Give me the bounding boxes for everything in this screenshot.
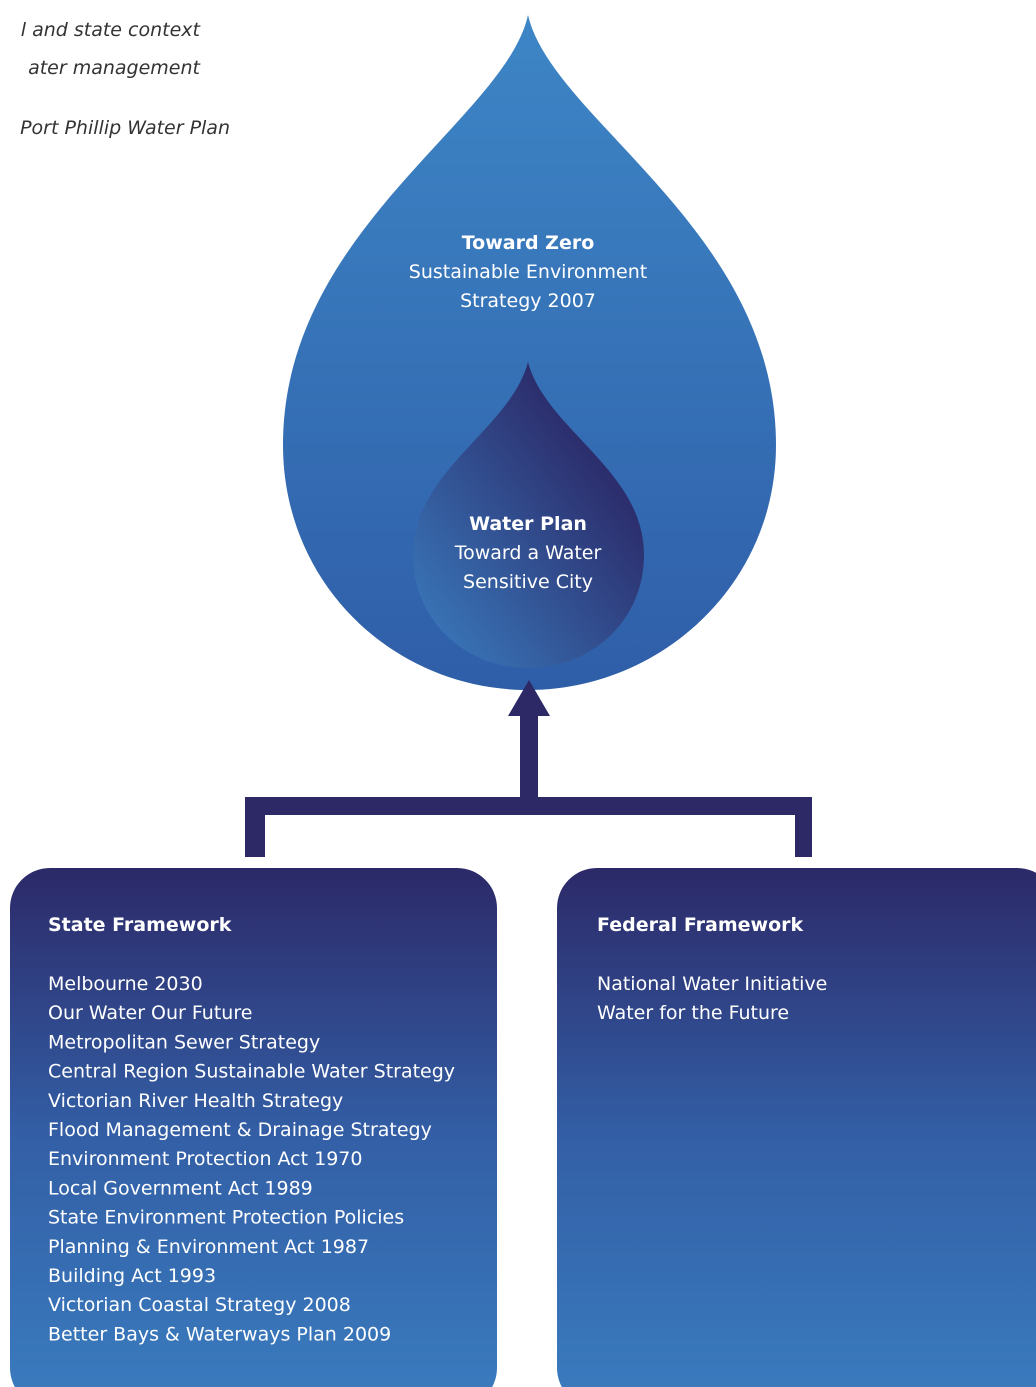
box-item: State Environment Protection Policies: [48, 1207, 404, 1229]
box: [557, 868, 1036, 1387]
caption: l and state context ater management Port P…: [20, 19, 230, 139]
drop-title: Water Plan: [469, 513, 587, 535]
box-item: Local Government Act 1989: [48, 1177, 313, 1199]
caption-line: Port Phillip Water Plan: [20, 117, 230, 139]
drop-line: Sustainable Environment: [409, 261, 647, 283]
box-title: State Framework: [48, 914, 232, 936]
box-item: Victorian River Health Strategy: [48, 1090, 343, 1112]
box: [10, 868, 497, 1387]
box-item: Melbourne 2030: [48, 973, 203, 995]
drop-line: Strategy 2007: [460, 290, 596, 312]
box-item: Environment Protection Act 1970: [48, 1148, 362, 1170]
caption-line: l and state context: [21, 19, 202, 41]
box-item: Water for the Future: [597, 1002, 789, 1024]
box-item: National Water Initiative: [597, 973, 827, 995]
connector: [245, 680, 812, 857]
box-item: Building Act 1993: [48, 1265, 216, 1287]
box-title: Federal Framework: [597, 914, 804, 936]
box-item: Central Region Sustainable Water Strateg…: [48, 1061, 455, 1083]
box-item: Flood Management & Drainage Strategy: [48, 1119, 432, 1141]
box-item: Better Bays & Waterways Plan 2009: [48, 1323, 391, 1345]
box-item: Metropolitan Sewer Strategy: [48, 1031, 320, 1053]
box-item: Planning & Environment Act 1987: [48, 1236, 369, 1258]
caption-line: ater management: [28, 57, 201, 79]
drop-line: Sensitive City: [463, 571, 593, 593]
box-item: Our Water Our Future: [48, 1002, 252, 1024]
outer-drop: [283, 15, 776, 690]
box-item: Victorian Coastal Strategy 2008: [48, 1294, 351, 1316]
drop-line: Toward a Water: [454, 542, 602, 564]
drop-title: Toward Zero: [462, 232, 595, 254]
inner-drop: [413, 362, 644, 668]
